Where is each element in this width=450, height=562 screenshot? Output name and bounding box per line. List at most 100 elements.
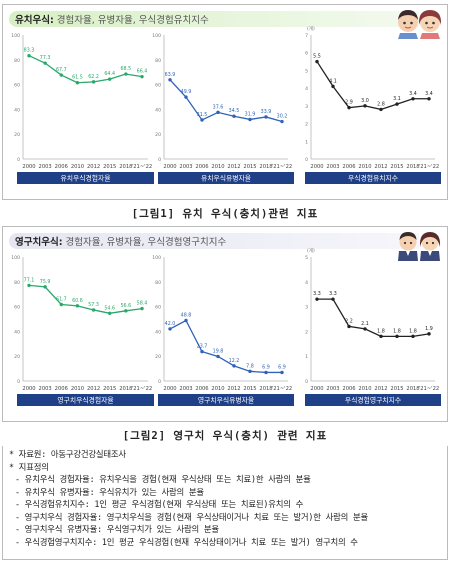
chart-5-point: [168, 327, 172, 331]
chart-5-xtick-label: 2003: [179, 386, 192, 392]
chart-6-ytick-label: 0: [305, 379, 308, 385]
child-avatars-icon: [398, 10, 442, 39]
chart-6-point: [395, 334, 399, 339]
chart-1-point: [91, 80, 96, 84]
chart-5-point: [200, 349, 204, 354]
figure2-banner-title-light: 경험자율, 유병자율, 우식경험영구치지수: [62, 237, 227, 248]
chart-2-ytick-label: 60: [155, 83, 161, 89]
chart-2-ytick-label: 0: [158, 157, 161, 163]
chart-6-point: [331, 297, 335, 301]
chart-2-xtick-label: 2010: [211, 164, 224, 170]
figure1-panel: 유치우식: 경험자율, 유병자율, 우식경험유치지수 0 20 40 60 80 100 2…: [2, 4, 448, 200]
definition-line-4: - 영구치우식 경험자율: 영구치우식을 경험(현재 우식상태이거나 치료 또는…: [15, 511, 368, 522]
chart-4-label-bar: [17, 394, 154, 406]
chart-5-data-label: 23.7: [197, 344, 208, 350]
chart-4-xtick-label: 2003: [39, 386, 52, 392]
chart-2-data-label: 37.6: [213, 104, 224, 110]
chart-6-xtick-label: 2010: [358, 386, 371, 392]
chart-6-ylabel: (개): [307, 247, 315, 254]
chart-6-ytick-label: 4: [305, 280, 308, 286]
chart-2-point: [280, 119, 284, 124]
chart-1-point: [124, 72, 128, 76]
chart-3-label-bar: [305, 172, 441, 184]
student-avatars-icon: [398, 232, 441, 261]
chart-1-data-label: 68.5: [121, 66, 132, 72]
chart-4: 0 20 40 60 80 100 2000 2003 2006 2010 2012 2015 2018…: [11, 255, 154, 406]
chart-1-ytick-label: 100: [11, 33, 20, 39]
chart-1-point: [27, 54, 31, 58]
chart-4-ytick-label: 0: [17, 379, 20, 385]
chart-1-xtick-label: '21~'22: [132, 164, 152, 170]
definition-title: * 지표정의: [9, 461, 49, 472]
chart-5-point: [264, 370, 268, 375]
chart-1-xtick-label: 2010: [71, 164, 84, 170]
chart-1-ytick-label: 40: [14, 107, 20, 113]
chart-4-xtick-label: 2000: [22, 386, 35, 392]
chart-3-xtick-label: 2015: [390, 164, 403, 170]
chart-5-point: [184, 318, 188, 323]
chart-6-xtick-label: 2018: [406, 386, 419, 392]
chart-3-ytick-label: 6: [305, 51, 308, 57]
chart-3-xtick-label: 2018: [406, 164, 419, 170]
chart-4-data-label: 56.6: [121, 303, 132, 309]
chart-6-xtick-label: '21~'22: [419, 386, 439, 392]
chart-5-point: [232, 364, 236, 368]
figure2-banner: 영구치우식: 경험자율, 유병자율, 우식경험영구치지수: [9, 233, 419, 249]
chart-2-data-label: 63.9: [165, 72, 176, 78]
chart-3-data-label: 3.0: [361, 98, 369, 104]
chart-5-ytick-label: 0: [158, 379, 161, 385]
chart-3-point: [315, 59, 319, 64]
chart-6-xtick-label: 2015: [390, 386, 403, 392]
chart-1-data-label: 66.4: [137, 69, 148, 75]
chart-6-point: [427, 332, 431, 336]
chart-3-ytick-label: 7: [305, 33, 308, 39]
figure1-banner-title-light: 경험자율, 유병자율, 우식경험유치지수: [53, 15, 209, 26]
chart-2-data-label: 31.9: [245, 111, 256, 117]
chart-4-ytick-label: 60: [14, 305, 20, 311]
chart-2-xtick-label: '21~'22: [272, 164, 292, 170]
chart-4-point: [59, 302, 63, 307]
chart-1-xtick-label: 2006: [55, 164, 68, 170]
chart-3-point: [363, 104, 367, 108]
chart-3-xlabel: 우식경험유치지수: [348, 174, 398, 183]
chart-3-data-label: 5.5: [313, 54, 321, 60]
chart-4-ytick-label: 100: [11, 255, 20, 261]
chart-5-xtick-label: 2000: [163, 386, 176, 392]
chart-3-xtick-label: '21~'22: [419, 164, 439, 170]
chart-6-data-label: 3.3: [329, 291, 337, 297]
chart-1-xtick-label: 2015: [103, 164, 116, 170]
chart-5-xtick-label: 2012: [227, 386, 240, 392]
chart-6-point: [379, 334, 383, 339]
chart-1-data-label: 61.5: [72, 75, 83, 81]
chart-3-ylabel: (개): [307, 25, 315, 32]
chart-6-data-label: 2.1: [361, 321, 369, 327]
chart-6-data-label: 1.9: [425, 326, 433, 332]
chart-5-ytick-label: 80: [155, 280, 161, 286]
chart-5-data-label: 7.8: [246, 363, 254, 369]
chart-2-ytick-label: 20: [155, 132, 161, 138]
chart-5-point: [248, 369, 252, 374]
chart-6-ytick-label: 3: [305, 305, 308, 311]
chart-1-series-line: [28, 55, 143, 84]
chart-5-data-label: 42.0: [165, 321, 176, 327]
chart-2-xtick-label: 2000: [163, 164, 176, 170]
chart-4-xtick-label: 2015: [103, 386, 116, 392]
chart-4-series-line: [28, 284, 143, 314]
chart-1-point: [140, 74, 144, 79]
chart-5-series-line: [169, 319, 282, 374]
chart-2-xtick-label: 2015: [243, 164, 256, 170]
chart-3-ytick-label: 1: [305, 139, 308, 145]
chart-2-point: [200, 118, 204, 122]
chart-6-point: [411, 334, 415, 339]
chart-3-data-label: 2.8: [377, 101, 385, 107]
chart-1-xtick-label: 2012: [87, 164, 100, 170]
chart-3-ytick-label: 4: [305, 86, 308, 92]
chart-1-point: [43, 61, 47, 65]
definition-line-2: - 유치우식 유병자율: 우식유치가 있는 사람의 분율: [15, 486, 204, 497]
chart-4-point: [43, 285, 47, 289]
chart-3-ytick-label: 5: [305, 68, 308, 74]
definition-line-6: - 우식경험영구치지수: 1인 평균 우식경험(현재 우식상태이거나 치료 또는…: [15, 536, 358, 547]
chart-6-point: [347, 324, 351, 329]
chart-5-xtick-label: 2010: [211, 386, 224, 392]
chart-5-point: [280, 370, 284, 375]
